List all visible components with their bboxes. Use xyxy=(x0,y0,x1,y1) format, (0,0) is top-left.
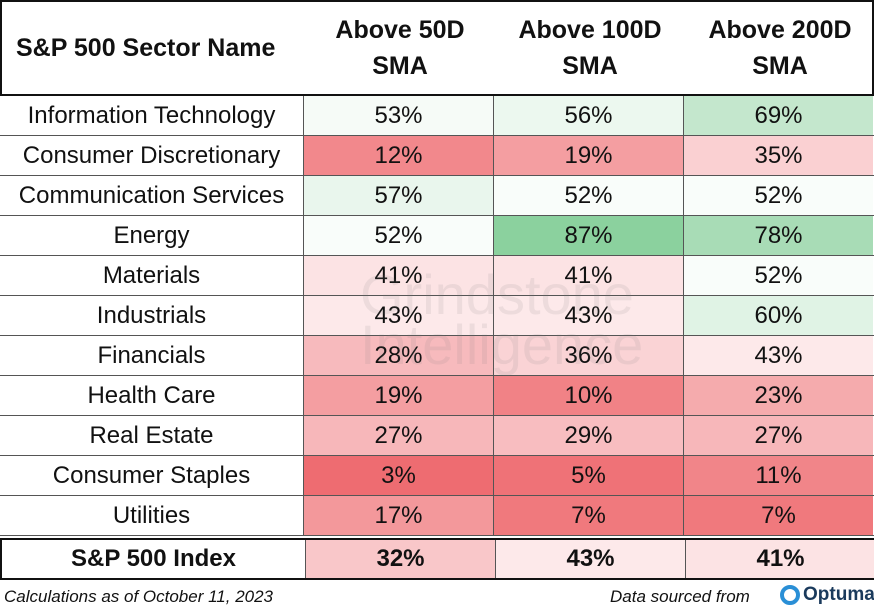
total-value: 41% xyxy=(685,540,874,578)
sector-name: Information Technology xyxy=(27,101,276,129)
value-cell: 5% xyxy=(493,456,683,495)
sector-name: Materials xyxy=(102,261,201,289)
header-cell: Above 50D SMA xyxy=(335,16,465,80)
value-cell: 52% xyxy=(493,176,683,215)
sector-row: Materials 41% 41% 52% xyxy=(0,256,874,296)
sector-row: Information Technology 53% 56% 69% xyxy=(0,96,874,136)
header-cell: S&P 500 Sector Name xyxy=(16,34,276,62)
value-cell: 41% xyxy=(303,256,493,295)
header-cell: Above 200D SMA xyxy=(708,16,852,80)
value-cell: 7% xyxy=(493,496,683,535)
value-cell: 41% xyxy=(493,256,683,295)
value-cell: 43% xyxy=(303,296,493,335)
value-cell: 27% xyxy=(683,416,873,455)
value-cell: 12% xyxy=(303,136,493,175)
value-cell: 53% xyxy=(303,96,493,135)
total-row: S&P 500 Index 32% 43% 41% xyxy=(0,538,874,580)
value-cell: 7% xyxy=(683,496,873,535)
sector-name: Energy xyxy=(113,221,190,249)
total-name: S&P 500 Index xyxy=(71,545,236,572)
source-note: Data sourced from xyxy=(610,587,750,606)
sector-name: Real Estate xyxy=(89,421,214,449)
logo: Optuma xyxy=(780,584,874,606)
value-cell: 19% xyxy=(493,136,683,175)
sector-name: Financials xyxy=(97,341,206,369)
value-cell: 23% xyxy=(683,376,873,415)
value-cell: 52% xyxy=(683,176,873,215)
total-value: 43% xyxy=(495,540,685,578)
value-cell: 52% xyxy=(683,256,873,295)
value-cell: 78% xyxy=(683,216,873,255)
header-cell: Above 100D SMA xyxy=(518,16,662,80)
header-row: S&P 500 Sector Name Above 50D SMA Above … xyxy=(0,0,874,96)
value-cell: 36% xyxy=(493,336,683,375)
sector-row: Financials 28% 36% 43% xyxy=(0,336,874,376)
value-cell: 60% xyxy=(683,296,873,335)
value-cell: 43% xyxy=(683,336,873,375)
value-cell: 28% xyxy=(303,336,493,375)
value-cell: 3% xyxy=(303,456,493,495)
sector-name: Health Care xyxy=(87,381,216,409)
sector-row: Energy 52% 87% 78% xyxy=(0,216,874,256)
value-cell: 11% xyxy=(683,456,873,495)
sector-row: Consumer Discretionary 12% 19% 35% xyxy=(0,136,874,176)
sector-row: Consumer Staples 3% 5% 11% xyxy=(0,456,874,496)
sector-table: S&P 500 Sector Name Above 50D SMA Above … xyxy=(0,0,874,580)
value-cell: 43% xyxy=(493,296,683,335)
value-cell: 56% xyxy=(493,96,683,135)
value-cell: 19% xyxy=(303,376,493,415)
value-cell: 69% xyxy=(683,96,873,135)
value-cell: 27% xyxy=(303,416,493,455)
logo-icon xyxy=(780,585,800,605)
value-cell: 57% xyxy=(303,176,493,215)
footnote: Calculations as of October 11, 2023 xyxy=(4,587,274,606)
sector-row: Health Care 19% 10% 23% xyxy=(0,376,874,416)
table-body: Information Technology 53% 56% 69% Consumer … xyxy=(0,96,874,536)
value-cell: 35% xyxy=(683,136,873,175)
sector-row: Industrials 43% 43% 60% xyxy=(0,296,874,336)
sector-name: Utilities xyxy=(112,501,191,529)
sector-name: Industrials xyxy=(96,301,207,329)
value-cell: 52% xyxy=(303,216,493,255)
value-cell: 29% xyxy=(493,416,683,455)
sector-row: Communication Services 57% 52% 52% xyxy=(0,176,874,216)
sector-name: Consumer Staples xyxy=(52,461,251,489)
value-cell: 17% xyxy=(303,496,493,535)
total-value: 32% xyxy=(305,540,495,578)
sector-row: Utilities 17% 7% 7% xyxy=(0,496,874,536)
logo-text: Optuma xyxy=(803,584,874,605)
sector-row: Real Estate 27% 29% 27% xyxy=(0,416,874,456)
value-cell: 10% xyxy=(493,376,683,415)
sector-name: Consumer Discretionary xyxy=(22,141,281,169)
sector-name: Communication Services xyxy=(18,181,285,209)
value-cell: 87% xyxy=(493,216,683,255)
